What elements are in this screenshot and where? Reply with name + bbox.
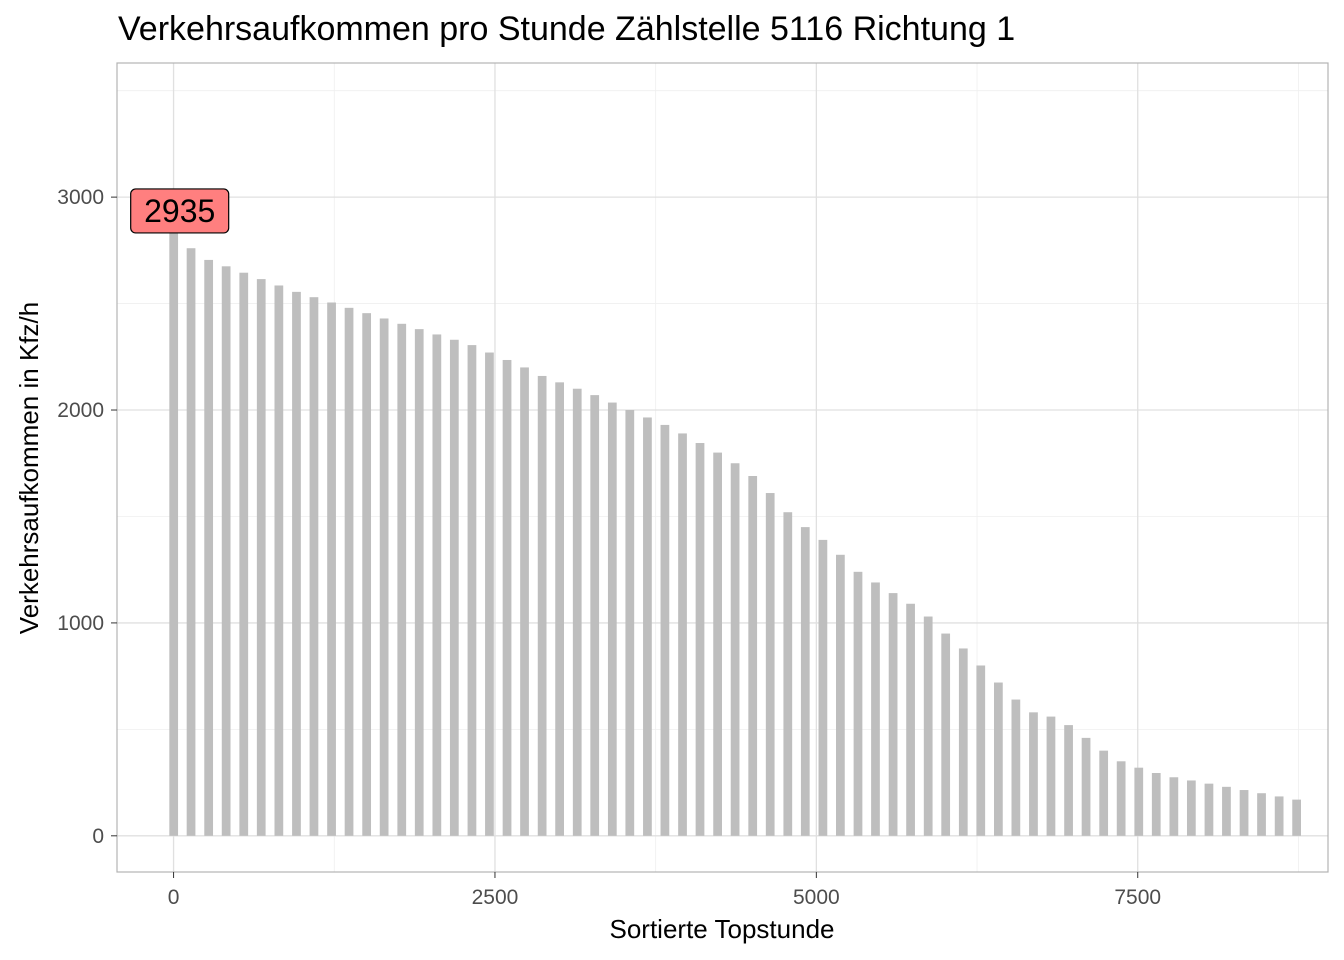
peak-label-box [130,188,230,234]
peak-annotation: 2935 [130,188,230,234]
bar [1029,712,1038,836]
bar [1292,799,1302,836]
bar-series [169,210,1302,836]
bar [256,279,266,836]
bar [713,452,722,836]
bar [309,297,319,836]
bar [1064,725,1073,836]
bar [520,367,529,836]
bar [555,382,564,836]
bar [695,443,705,836]
bar [994,682,1003,836]
bar [344,307,354,836]
y-tick-label: 0 [92,825,104,848]
bar [572,388,582,836]
bar [888,593,898,836]
bar [958,648,968,836]
y-tick-label: 2000 [57,399,104,422]
bar [853,571,863,836]
bar [765,493,775,836]
bar [362,313,372,836]
bar [1274,796,1284,836]
bar [537,375,547,836]
peak-label-text: 2935 [144,193,215,229]
bar [204,259,214,836]
x-tick-label: 7500 [1114,886,1161,909]
bar [730,463,740,836]
plot-panel-border [116,62,1329,873]
bar [449,339,459,836]
x-tick-label: 5000 [793,886,840,909]
bar [590,395,600,836]
bar [1011,699,1021,836]
bar [871,582,880,836]
plot-grid [117,63,1328,872]
bar [748,476,758,836]
bar [467,345,477,836]
bar [1151,773,1161,836]
bar [1186,780,1196,836]
x-axis-title: Sortierte Topstunde [610,914,835,944]
bar [397,323,407,836]
y-axis-title: Verkehrsaufkommen in Kfz/h [14,302,44,634]
bar [221,266,231,836]
bar [379,318,389,836]
bar [186,248,196,836]
x-tick-label: 0 [168,886,180,909]
y-tick-label: 3000 [57,186,104,209]
bar [607,402,617,836]
bar [941,633,951,836]
bar [836,554,845,836]
chart-title: Verkehrsaufkommen pro Stunde Zählstelle … [118,10,1015,48]
bar [625,410,635,836]
bar [414,329,424,836]
bar [169,210,179,836]
bar [432,334,442,836]
y-tick-label: 1000 [57,612,104,635]
bar [1239,790,1249,836]
bar [502,359,512,836]
bar [292,291,301,836]
bar [327,302,336,836]
bar [660,424,670,836]
axes: 0 2500 5000 7500 0 1000 2000 3000 [57,186,1161,909]
bar [1134,767,1144,836]
bar [800,527,810,836]
bar [1116,761,1126,836]
bar [274,285,284,836]
bar [1222,786,1231,836]
bar [239,272,249,836]
bar [923,616,933,836]
bar [485,352,494,836]
bar [1081,737,1091,836]
bar [1046,716,1056,836]
bar [783,512,793,836]
bar [976,665,986,836]
bar [643,417,652,836]
bar [1169,777,1179,836]
bar [1257,793,1266,836]
bar [818,539,828,836]
bar [1099,750,1109,836]
bar [1204,783,1214,836]
x-tick-label: 2500 [472,886,519,909]
bar [906,603,915,836]
bar [678,433,687,836]
